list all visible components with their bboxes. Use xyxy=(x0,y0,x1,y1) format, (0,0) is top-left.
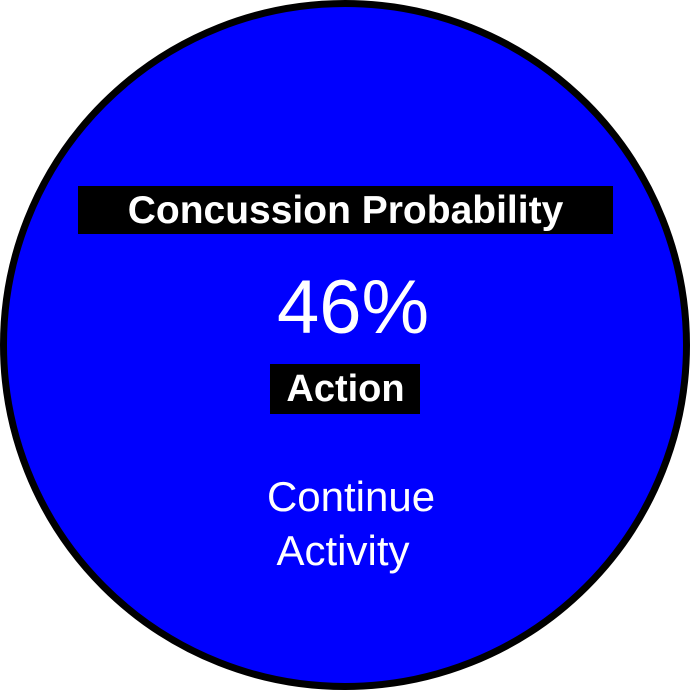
probability-value: 46% xyxy=(0,270,690,346)
recommended-action: Continue Activity xyxy=(0,470,690,578)
probability-value-text: 46% xyxy=(276,265,430,350)
dial-title: Concussion Probability xyxy=(78,186,613,234)
recommended-action-line-2: Activity xyxy=(276,527,410,574)
recommended-action-line-1: Continue xyxy=(266,473,436,520)
action-label: Action xyxy=(270,364,420,414)
action-label-text: Action xyxy=(286,368,405,410)
dial-title-text: Concussion Probability xyxy=(127,189,564,232)
